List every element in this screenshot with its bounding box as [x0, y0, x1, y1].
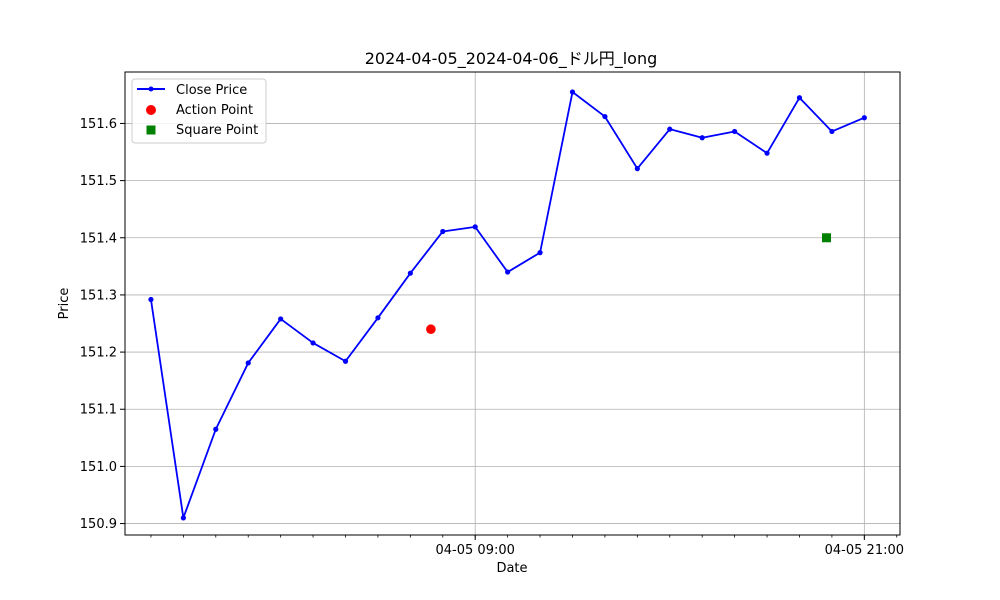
legend-line-marker-icon [148, 86, 154, 92]
close-price-point [375, 315, 381, 321]
legend: Close Price Action Point Square Point [131, 78, 267, 144]
y-tick-label: 151.2 [80, 346, 117, 361]
legend-label-close-price: Close Price [176, 83, 247, 98]
close-price-point [407, 270, 413, 276]
x-tick-label: 04-05 21:00 [825, 543, 904, 558]
action-point-marker [426, 324, 436, 335]
y-tick-label: 151.0 [80, 460, 117, 475]
close-price-point [829, 128, 835, 135]
x-tick-label: 04-05 09:00 [436, 543, 515, 558]
legend-square-icon [146, 125, 156, 135]
close-price-point [602, 113, 608, 120]
close-price-point [537, 250, 543, 256]
y-tick-label: 151.3 [80, 288, 117, 303]
plot-frame [124, 71, 901, 536]
close-price-point [569, 89, 576, 95]
close-price-point [245, 360, 251, 366]
legend-box [131, 78, 267, 144]
y-tick-label: 151.6 [80, 117, 117, 132]
x-axis-title: Date [496, 561, 527, 576]
close-price-point [699, 135, 705, 141]
y-axis-title: Price [57, 288, 72, 320]
y-tick-label: 151.4 [80, 231, 117, 246]
y-tick-label: 151.5 [80, 174, 117, 189]
square-point-marker [821, 233, 831, 243]
close-price-point [180, 515, 186, 521]
close-price-point [148, 296, 154, 303]
plot-series [148, 89, 867, 521]
close-price-point [342, 358, 349, 364]
y-tick-label: 151.1 [80, 403, 117, 418]
close-price-point [213, 426, 219, 432]
close-price-point [732, 128, 738, 135]
close-price-point [861, 115, 867, 121]
axes: 150.9 151.0 151.1 151.2 151.3 151.4 151.5 151.6… [80, 117, 904, 558]
close-price-point [667, 126, 673, 132]
close-price-point [310, 340, 316, 346]
close-price-point [764, 150, 770, 156]
close-price-point [440, 228, 446, 235]
close-price-point [796, 95, 803, 101]
chart-title: 2024-04-05_2024-04-06_ドル円_long [365, 49, 658, 69]
close-price-point [278, 316, 284, 322]
close-price-point [505, 269, 511, 275]
close-price-point [634, 166, 640, 172]
legend-circle-icon [146, 105, 156, 115]
legend-label-square-point: Square Point [176, 123, 258, 138]
y-tick-label: 150.9 [80, 517, 117, 532]
close-price-point [472, 224, 478, 230]
legend-label-action-point: Action Point [176, 103, 253, 118]
